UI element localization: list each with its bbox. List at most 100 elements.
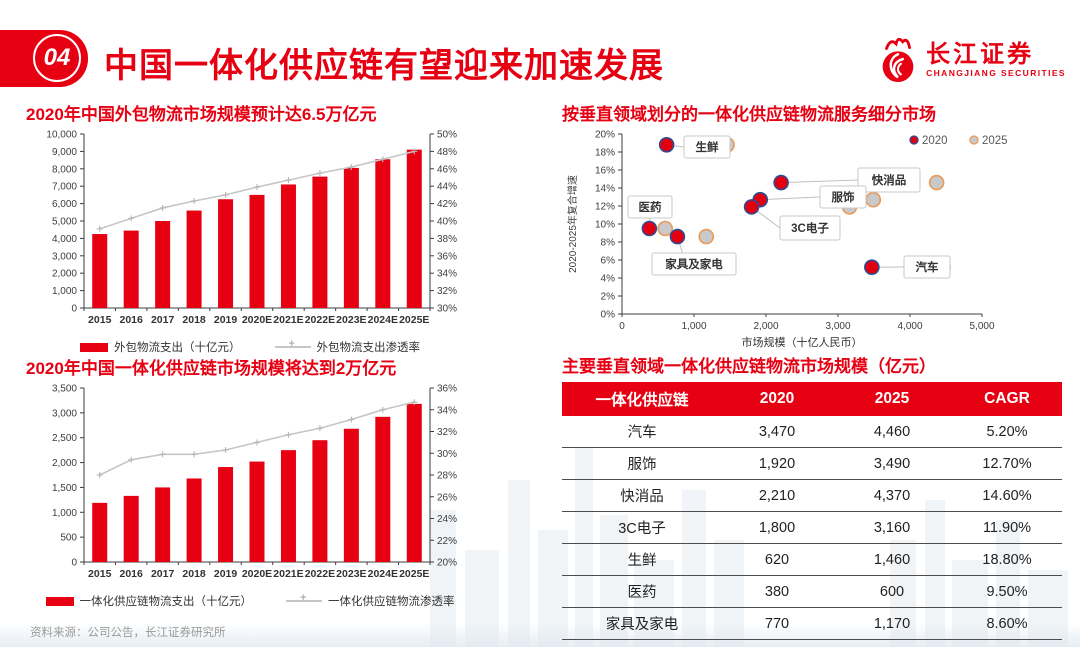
svg-text:2018: 2018 [182,314,206,326]
bar-2018 [186,478,202,562]
svg-text:2%: 2% [601,292,616,303]
table-header-cell: 2025 [832,382,952,416]
svg-text:2015: 2015 [88,568,112,580]
changjiang-emblem-icon [882,37,914,83]
svg-text:38%: 38% [437,234,457,245]
table-cell: 医药 [627,585,657,601]
svg-text:40%: 40% [437,217,457,228]
svg-text:2019: 2019 [214,568,238,580]
bar-2021E [280,184,296,308]
bar-2019 [218,199,234,308]
bar-2016 [123,495,139,562]
section-number-badge: 04 [0,30,88,87]
svg-text:2019: 2019 [214,314,238,326]
table-cell: 620 [764,551,790,568]
table-cell: 生鲜 [627,553,657,569]
svg-text:20%: 20% [595,130,615,141]
svg-text:48%: 48% [437,147,457,158]
dot-2025-快消品 [928,174,945,191]
svg-text:2023E: 2023E [336,568,366,580]
bar-2025E [406,403,422,562]
bar-2020E [249,461,265,562]
bar-2019 [218,467,234,562]
svg-text:2017: 2017 [151,568,175,580]
legend-item-bar: 外包物流支出（十亿元） [80,339,241,355]
table-cell: 11.90% [982,519,1032,536]
table-cell: 14.60% [982,487,1032,504]
dot-2020-汽车 [864,259,880,275]
svg-text:1,000: 1,000 [52,508,77,519]
svg-text:2020E: 2020E [242,568,272,580]
chart-outsourced-logistics-title: 2020年中国外包物流市场规模预计达6.5万亿元 [26,105,377,124]
svg-text:2023E: 2023E [336,314,366,326]
table-cell: 3C电子 [618,521,666,537]
chart-integrated-supply-chain: 0 500 1,000 1,500 2,000 2,500 3,000 3,500 20% 22%… [52,384,457,581]
svg-text:10%: 10% [595,220,615,231]
svg-text:2,000: 2,000 [52,458,77,469]
svg-text:3,000: 3,000 [52,251,77,262]
svg-text:50%: 50% [437,130,457,141]
svg-text:30%: 30% [437,449,457,460]
legend-line-label: 外包物流支出渗透率 [316,342,421,354]
segments-table: 一体化供应链 2020 2025 CAGR 汽车 3,470 4,460 5.20% 服饰 1,9… [562,382,1062,640]
dot-2020-家具及家电 [669,228,686,245]
svg-text:6,000: 6,000 [52,199,77,210]
bar-2025E [406,149,422,308]
legend-item-line: + 一体化供应链物流渗透率 [286,592,455,609]
legend-bar-label: 一体化供应链物流支出（十亿元） [79,596,253,608]
bar-2015 [92,234,108,308]
svg-text:12%: 12% [595,202,615,213]
table-cell: 9.50% [986,583,1028,600]
svg-text:4,000: 4,000 [52,234,77,245]
table-row: 快消品 2,210 4,370 14.60% [562,480,1062,512]
table-cell: 4,370 [873,487,911,504]
legend-line-label: 一体化供应链物流渗透率 [328,596,455,608]
svg-text:1,000: 1,000 [52,286,77,297]
svg-text:2017: 2017 [151,314,175,326]
bar-2023E [343,428,359,562]
table-cell: 770 [764,615,790,632]
table-cell: 1,800 [758,519,796,536]
scatter-vertical-segments-panel: 按垂直领域划分的一体化供应链物流服务细分市场 0% 2% 4% 6% 8% 10% 12% 1… [562,104,1064,361]
table-cell: 3,160 [873,519,911,536]
svg-text:6%: 6% [601,256,616,267]
table-cell: 12.70% [982,455,1032,472]
svg-text:30%: 30% [437,304,457,315]
table-row: 家具及家电 770 1,170 8.60% [562,608,1062,640]
svg-text:28%: 28% [437,471,457,482]
table-cell: 600 [879,583,905,600]
svg-text:16%: 16% [595,166,615,177]
svg-text:36%: 36% [437,384,457,395]
chart-outsourced-logistics-legend: 外包物流支出（十亿元） + 外包物流支出渗透率 [26,338,474,355]
callout-label-生鲜: 生鲜 [696,140,719,154]
svg-text:42%: 42% [437,199,457,210]
scatter-vertical-segments: 0% 2% 4% 6% 8% 10% 12% 14% 16% 18% 20% 0 1,000 2,000 3… [566,130,1008,350]
legend-item-bar: 一体化供应链物流支出（十亿元） [45,593,253,609]
bar-2024E [375,416,391,562]
table-header-cell: 一体化供应链 [562,382,722,416]
changjiang-securities-logo: 长江证券 CHANGJIANG SECURITIES [875,34,1066,86]
svg-text:2022E: 2022E [305,314,335,326]
callout-label-汽车: 汽车 [916,260,939,274]
section-number: 04 [33,34,81,82]
table-cell: 3,470 [758,423,796,440]
page-title: 中国一体化供应链有望迎来加速发展 [104,47,664,85]
svg-text:2,500: 2,500 [52,433,77,444]
table-row: 3C电子 1,800 3,160 11.90% [562,512,1062,544]
svg-text:0: 0 [619,321,625,332]
svg-text:1,000: 1,000 [681,321,706,332]
svg-text:5,000: 5,000 [969,321,994,332]
svg-text:2024E: 2024E [368,568,398,580]
scatter-vertical-segments-title: 按垂直领域划分的一体化供应链物流服务细分市场 [562,105,936,124]
chart-integrated-supply-chain-panel: 2020年中国一体化供应链市场规模将达到2万亿元 0 500 1,000 1,500 2… [26,358,474,609]
line-swatch-icon: + [274,338,311,350]
bar-2023E [343,167,359,308]
table-cell: 1,170 [873,615,911,632]
svg-text:2,000: 2,000 [52,269,77,280]
chart-integrated-supply-chain-title: 2020年中国一体化供应链市场规模将达到2万亿元 [26,359,397,378]
dot-2020-生鲜 [658,136,675,153]
svg-text:2018: 2018 [182,568,206,580]
table-cell: 18.80% [982,551,1032,568]
table-header-cell: 2020 [722,382,832,416]
svg-text:2022E: 2022E [305,568,335,580]
